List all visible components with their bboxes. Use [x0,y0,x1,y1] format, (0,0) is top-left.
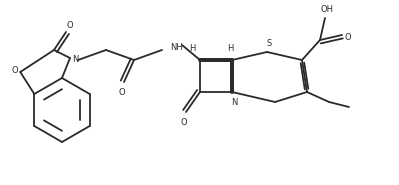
Text: O: O [12,65,19,75]
Text: S: S [267,38,272,48]
Text: O: O [345,33,351,41]
Text: H: H [189,43,195,53]
Text: NH: NH [170,43,183,51]
Text: OH: OH [320,4,334,14]
Text: N: N [231,97,237,107]
Text: O: O [119,88,125,97]
Text: N: N [72,55,78,63]
Text: O: O [181,117,187,127]
Text: H: H [227,43,233,53]
Text: O: O [67,21,73,29]
